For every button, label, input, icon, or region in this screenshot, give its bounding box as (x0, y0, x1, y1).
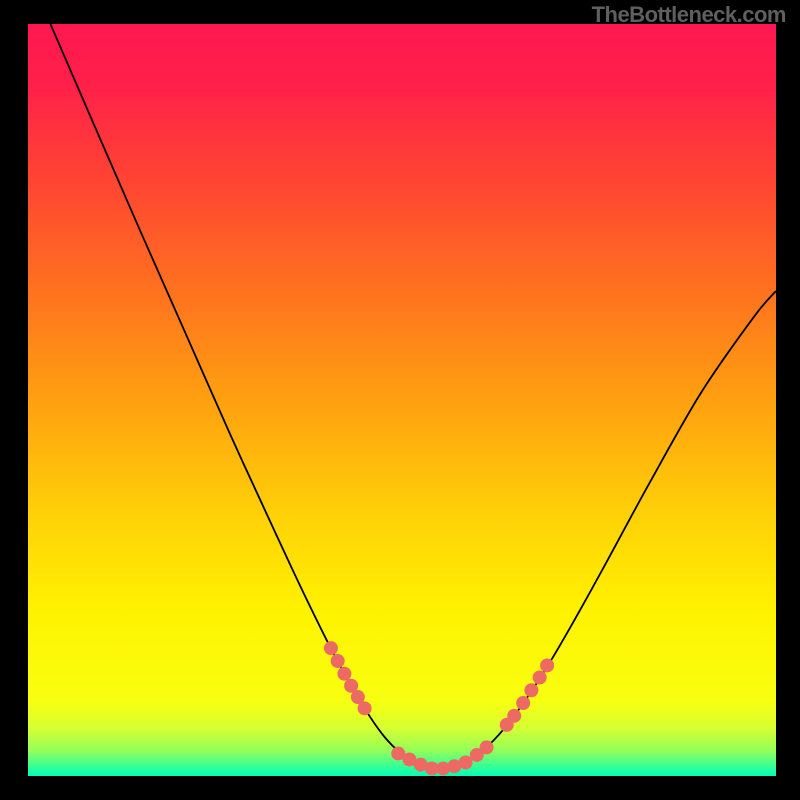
marker-right-5 (540, 658, 554, 672)
bottleneck-curve (50, 24, 776, 769)
marker-left-5 (358, 701, 372, 715)
marker-right-4 (533, 670, 547, 684)
marker-left-0 (324, 641, 338, 655)
marker-bottom-8 (480, 740, 494, 754)
marker-right-3 (524, 683, 538, 697)
marker-left-1 (331, 654, 345, 668)
marker-right-2 (516, 696, 530, 710)
marker-left-2 (337, 667, 351, 681)
watermark-text: TheBottleneck.com (592, 2, 786, 28)
curve-layer (28, 24, 776, 776)
marker-right-1 (507, 709, 521, 723)
